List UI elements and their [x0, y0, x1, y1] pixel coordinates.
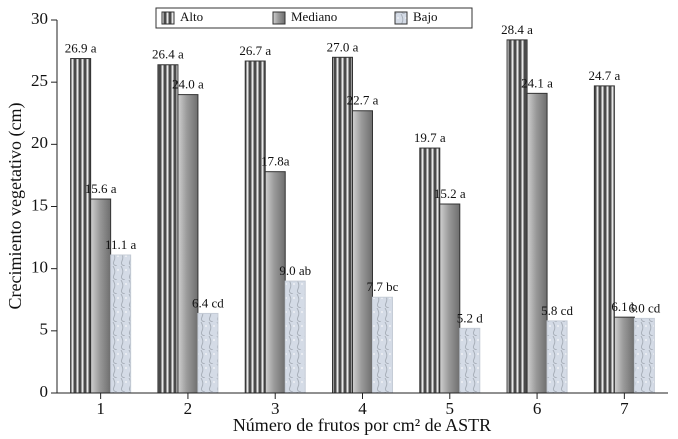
- y-tick-label: 30: [31, 9, 48, 28]
- value-label: 6.0 cd: [628, 300, 660, 315]
- value-label: 15.2 a: [434, 186, 466, 201]
- x-tick-label: 7: [620, 399, 629, 418]
- x-tick-label: 6: [533, 399, 542, 418]
- value-label: 26.7 a: [239, 43, 271, 58]
- legend-box: [155, 7, 473, 29]
- bar: [244, 60, 266, 394]
- bar: [439, 203, 461, 394]
- x-tick-label: 1: [96, 399, 105, 418]
- value-label: 17.8a: [261, 154, 290, 169]
- bar: [546, 320, 568, 394]
- legend-label: Alto: [180, 9, 203, 24]
- bar: [593, 85, 615, 394]
- y-tick-label: 25: [31, 71, 48, 90]
- bar: [506, 39, 528, 394]
- x-tick-label: 2: [184, 399, 193, 418]
- value-label: 6.1 b: [611, 299, 637, 314]
- bar: [459, 327, 481, 394]
- bar: [352, 110, 373, 394]
- bar: [284, 280, 306, 394]
- bar: [264, 171, 286, 394]
- value-label: 5.2 d: [457, 310, 484, 325]
- y-tick-label: 15: [31, 195, 48, 214]
- bar: [110, 254, 132, 394]
- legend-swatch: [161, 11, 175, 25]
- y-axis-title: Crecimiento vegetativo (cm): [5, 103, 26, 310]
- value-label: 6.4 cd: [192, 295, 224, 310]
- bar: [90, 198, 112, 394]
- bar: [197, 312, 219, 394]
- value-label: 26.9 a: [65, 41, 97, 56]
- value-label: 19.7 a: [414, 130, 446, 145]
- y-tick-label: 10: [31, 258, 48, 277]
- x-axis-title: Número de frutos por cm² de ASTR: [233, 415, 491, 435]
- x-tick-label: 5: [446, 399, 455, 418]
- value-label: 15.6 a: [85, 181, 117, 196]
- bar: [633, 317, 655, 394]
- value-label: 22.7 a: [347, 93, 379, 108]
- bar: [177, 94, 199, 394]
- bar: [526, 92, 548, 394]
- legend-swatch: [272, 11, 286, 25]
- legend-label: Mediano: [291, 9, 337, 24]
- value-label: 7.7 bc: [367, 279, 399, 294]
- legend-label: Bajo: [413, 9, 438, 24]
- bar: [372, 296, 393, 394]
- value-label: 24.1 a: [521, 75, 553, 90]
- value-label: 24.0 a: [172, 77, 204, 92]
- x-tick-label: 4: [358, 399, 367, 418]
- value-label: 26.4 a: [152, 47, 184, 62]
- value-label: 9.0 ab: [279, 263, 311, 278]
- y-tick-label: 0: [40, 382, 49, 401]
- bar: [157, 64, 179, 394]
- value-label: 28.4 a: [501, 22, 533, 37]
- bar: [419, 147, 441, 394]
- value-label: 11.1 a: [105, 237, 137, 252]
- value-label: 24.7 a: [588, 68, 620, 83]
- legend-swatch: [394, 11, 408, 25]
- x-tick-label: 3: [271, 399, 280, 418]
- y-tick-label: 20: [31, 133, 48, 152]
- bar: [613, 316, 635, 394]
- bar: [70, 58, 92, 394]
- y-tick-label: 5: [40, 320, 49, 339]
- value-label: 5.8 cd: [541, 303, 573, 318]
- value-label: 27.0 a: [327, 39, 359, 54]
